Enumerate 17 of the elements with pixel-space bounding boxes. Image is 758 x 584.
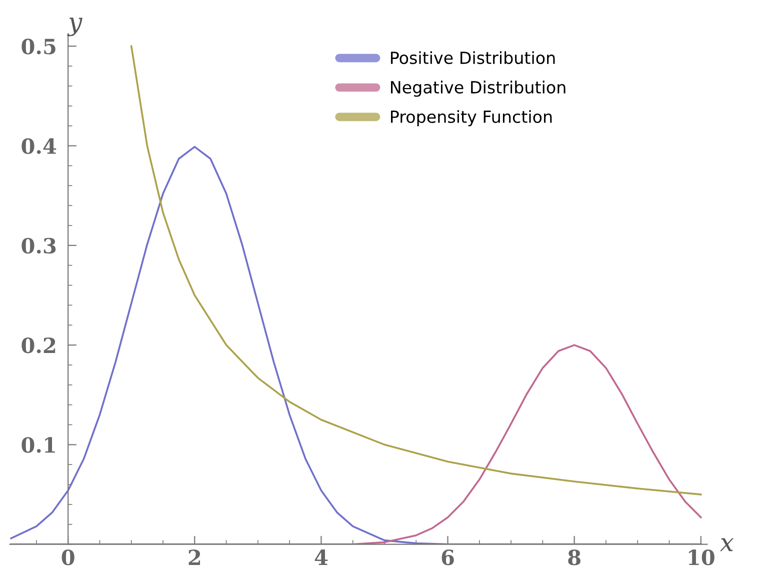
legend-label: Propensity Function <box>390 110 552 126</box>
x-tick-label: 6 <box>442 550 454 566</box>
legend-label: Negative Distribution <box>390 80 566 97</box>
y-tick-label: 0.5 <box>22 38 56 54</box>
y-tick-label: 0.3 <box>22 238 56 254</box>
x-axis-title: x <box>720 538 734 552</box>
line-series <box>130 45 702 496</box>
x-tick-label: 2 <box>188 550 200 565</box>
y-axis-title: y <box>67 18 82 36</box>
y-tick-label: 0.1 <box>22 437 55 453</box>
y-tick-label: 0.4 <box>22 138 56 154</box>
x-tick-label: 8 <box>568 550 580 566</box>
x-tick-label: 4 <box>314 550 328 565</box>
y-tick-label: 0.2 <box>22 337 56 354</box>
legend-label: Positive Distribution <box>390 51 555 64</box>
x-tick-label: 10 <box>688 550 714 566</box>
x-tick-label: 0 <box>62 550 74 566</box>
